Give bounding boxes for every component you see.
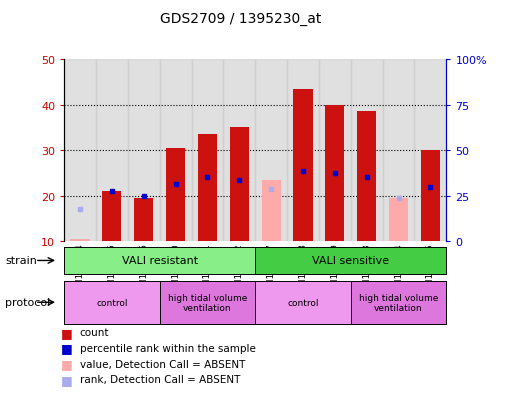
Bar [198, 135, 217, 242]
Text: control: control [287, 298, 319, 307]
Bar [287, 60, 319, 242]
Text: high tidal volume
ventilation: high tidal volume ventilation [168, 293, 247, 312]
Bar [230, 128, 249, 242]
Bar [383, 60, 415, 242]
Bar [415, 60, 446, 242]
Bar [389, 198, 408, 242]
Bar [351, 60, 383, 242]
Bar [166, 148, 185, 242]
Bar [421, 151, 440, 242]
Text: ■: ■ [61, 326, 72, 339]
Bar [191, 60, 223, 242]
Bar [102, 192, 122, 242]
Text: ■: ■ [61, 357, 72, 370]
Text: VALI sensitive: VALI sensitive [312, 256, 389, 266]
Text: protocol: protocol [5, 297, 50, 308]
Text: high tidal volume
ventilation: high tidal volume ventilation [359, 293, 438, 312]
Bar [64, 60, 96, 242]
Bar [319, 60, 351, 242]
Text: strain: strain [5, 256, 37, 266]
Bar [160, 60, 191, 242]
Bar [325, 105, 344, 242]
Text: ■: ■ [61, 373, 72, 386]
Bar [255, 60, 287, 242]
Text: count: count [80, 328, 109, 337]
Text: value, Detection Call = ABSENT: value, Detection Call = ABSENT [80, 359, 245, 369]
Bar [357, 112, 376, 242]
Text: percentile rank within the sample: percentile rank within the sample [80, 343, 255, 353]
Bar [223, 60, 255, 242]
Bar [128, 60, 160, 242]
Text: ■: ■ [61, 342, 72, 355]
Bar [96, 60, 128, 242]
Text: rank, Detection Call = ABSENT: rank, Detection Call = ABSENT [80, 375, 240, 385]
Text: control: control [96, 298, 128, 307]
Text: VALI resistant: VALI resistant [122, 256, 198, 266]
Bar [70, 239, 90, 242]
Bar [293, 89, 312, 242]
Bar [134, 198, 153, 242]
Bar [262, 180, 281, 242]
Text: GDS2709 / 1395230_at: GDS2709 / 1395230_at [161, 12, 322, 26]
